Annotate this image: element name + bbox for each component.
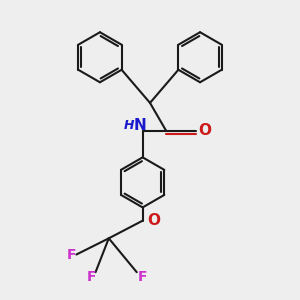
Text: O: O	[147, 213, 160, 228]
Text: H: H	[124, 119, 135, 132]
Text: N: N	[133, 118, 146, 133]
Text: F: F	[86, 270, 96, 283]
Text: F: F	[137, 270, 147, 283]
Text: O: O	[199, 123, 212, 138]
Text: F: F	[66, 248, 76, 262]
